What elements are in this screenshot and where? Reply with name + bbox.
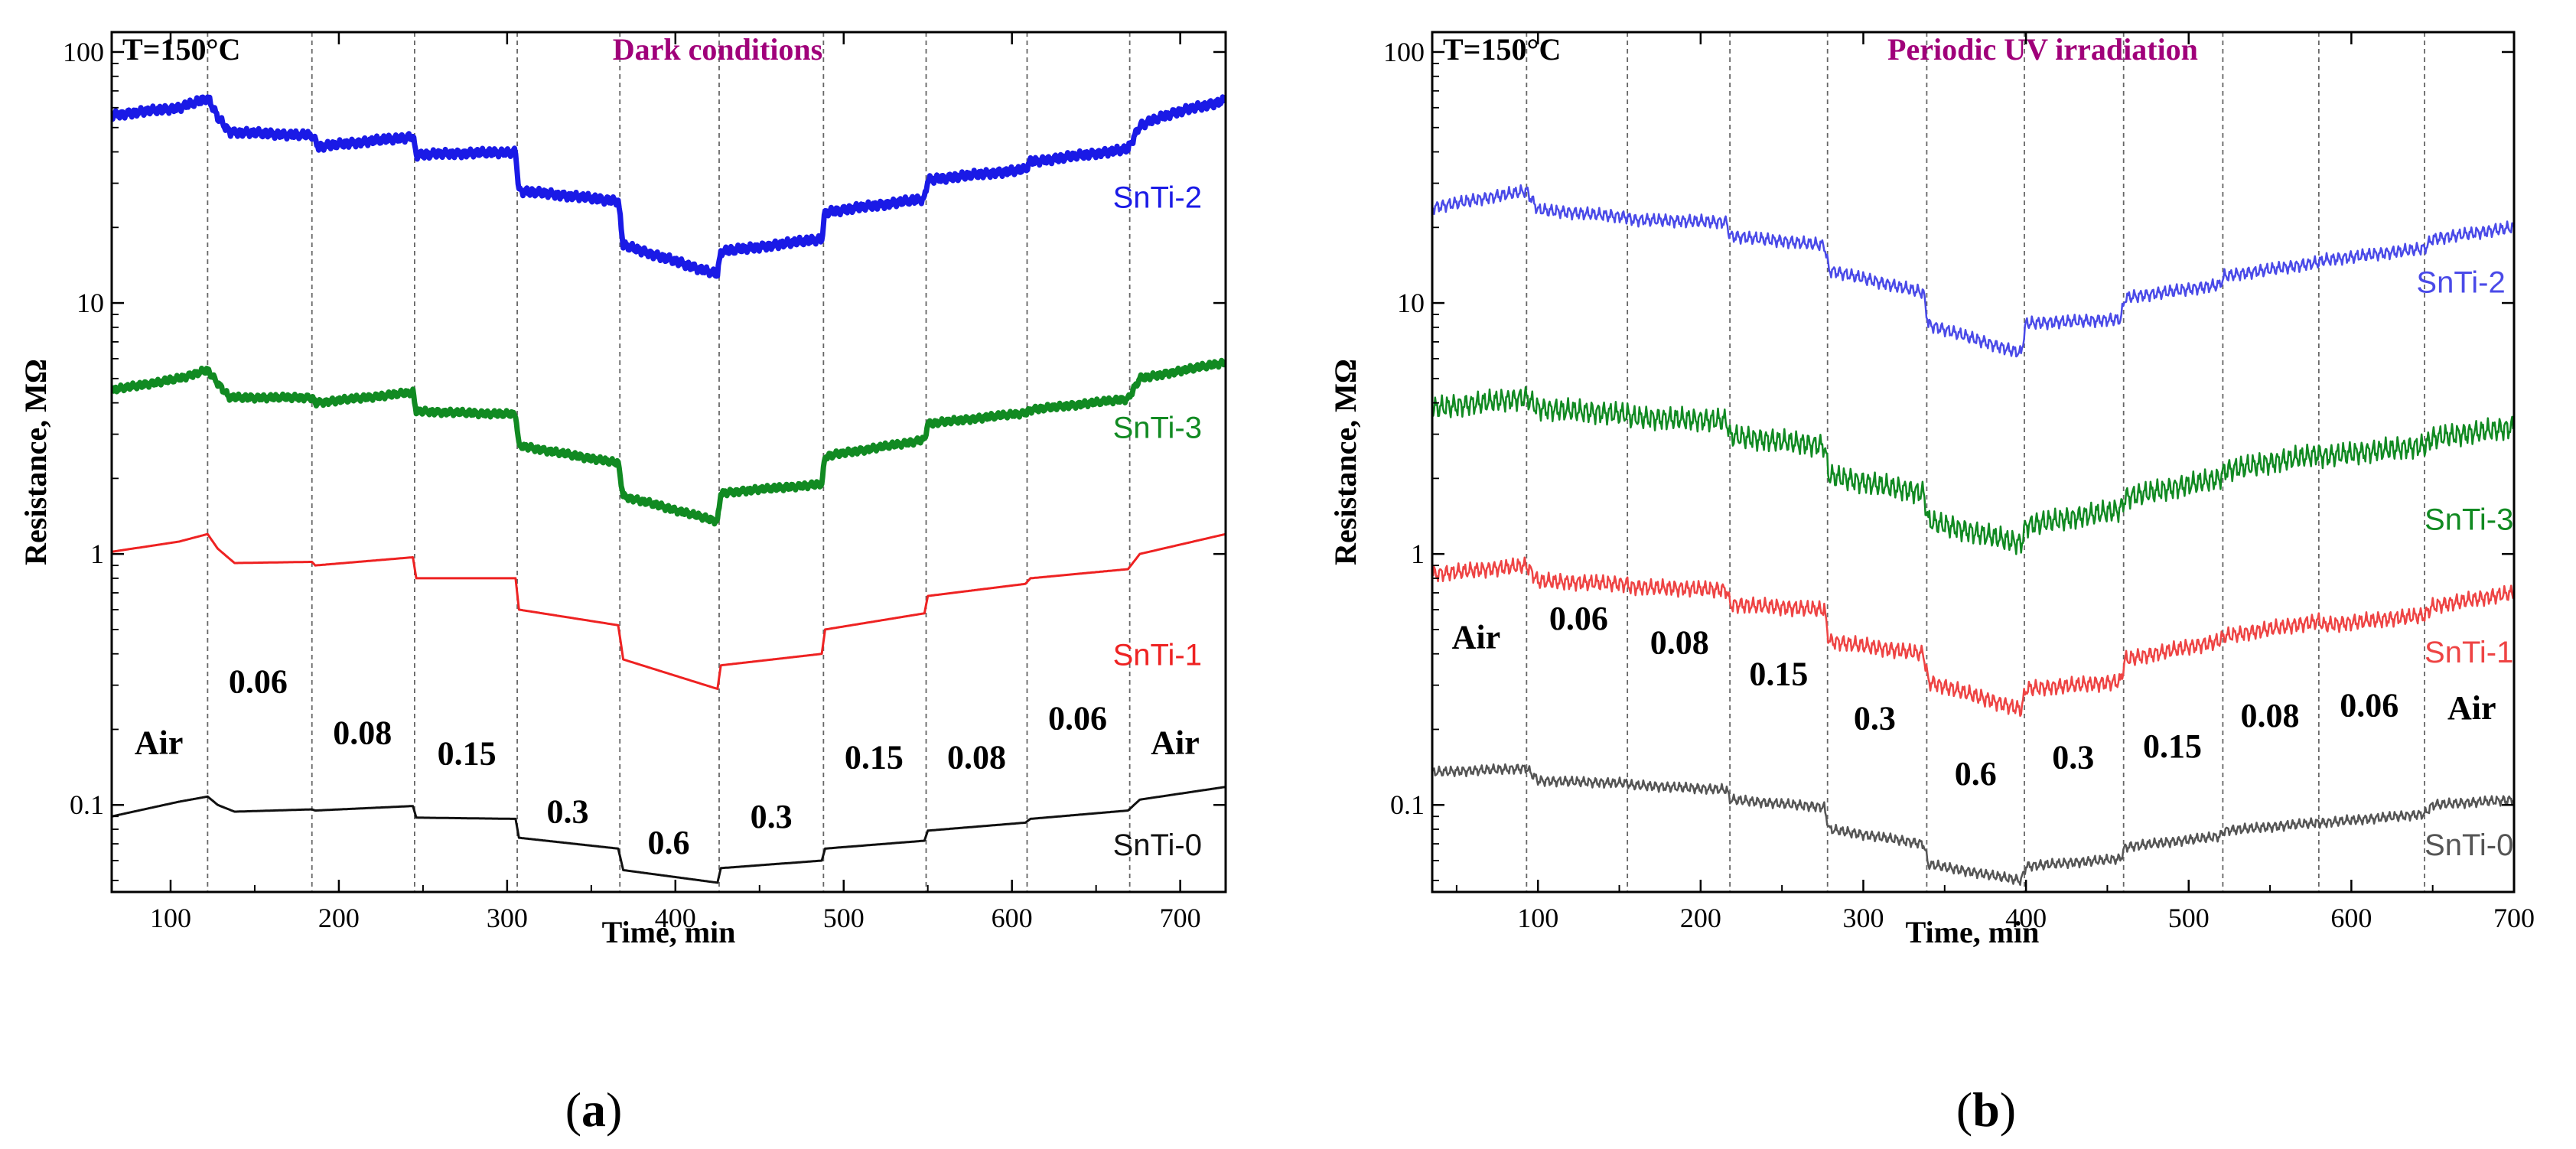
concentration-label: Air <box>2447 689 2496 727</box>
y-tick-label: 100 <box>1383 37 1425 67</box>
x-tick-label: 400 <box>655 903 696 933</box>
concentration-label: 0.08 <box>1650 624 1709 662</box>
y-tick-label: 10 <box>1397 288 1425 318</box>
x-tick-label: 600 <box>2330 903 2372 933</box>
x-tick-label: 500 <box>2168 903 2210 933</box>
concentration-label: 0.15 <box>438 734 497 772</box>
concentration-label: 0.06 <box>2340 687 2399 724</box>
concentration-label: Air <box>1452 619 1501 656</box>
series-line-snti-2 <box>1432 184 2514 358</box>
concentration-label: 0.15 <box>2143 727 2202 765</box>
series-label-snti-1: SnTi-1 <box>1113 639 1202 672</box>
x-tick-label: 200 <box>318 903 360 933</box>
concentration-label: 0.3 <box>1854 699 1896 737</box>
plot-area <box>112 32 1226 892</box>
x-tick-label: 400 <box>2005 903 2047 933</box>
x-tick-label: 500 <box>823 903 865 933</box>
condition-title: Periodic UV irradiation <box>1887 32 2198 67</box>
concentration-label: 0.08 <box>2241 697 2300 734</box>
x-tick-label: 300 <box>1842 903 1884 933</box>
series-label-snti-3: SnTi-3 <box>2425 503 2513 536</box>
concentration-label: 0.3 <box>751 798 793 835</box>
chart-panel-a: T=150°C Dark conditions Time, min Resist… <box>18 31 1227 1137</box>
y-tick-label: 1 <box>1411 539 1425 569</box>
concentration-label: Air <box>135 724 184 761</box>
series-line-snti-1 <box>1432 556 2514 718</box>
concentration-label: 0.08 <box>333 714 392 751</box>
x-tick-label: 100 <box>150 903 191 933</box>
series-line-snti-3 <box>112 357 1226 527</box>
series-label-snti-2: SnTi-2 <box>2416 265 2505 299</box>
plot-frame <box>110 31 1227 893</box>
concentration-label: Air <box>1151 724 1200 761</box>
series-line-snti-0 <box>1432 763 2514 886</box>
chart-panel-b: T=150°C Periodic UV irradiation Time, mi… <box>1328 31 2535 1137</box>
x-tick-label: 700 <box>2493 903 2535 933</box>
plot-frame <box>1431 31 2516 893</box>
y-tick-label: 1 <box>90 539 104 569</box>
series-label-snti-0: SnTi-0 <box>2425 828 2513 862</box>
series-label-snti-1: SnTi-1 <box>2425 636 2513 669</box>
series-line-snti-1 <box>112 532 1226 690</box>
series-line-snti-3 <box>1432 386 2514 555</box>
concentration-label: 0.08 <box>947 738 1006 776</box>
concentration-label: 0.15 <box>845 738 904 776</box>
panel-label-b: (b) <box>1956 1082 2016 1137</box>
series-line-snti-2 <box>112 94 1226 279</box>
x-tick-label: 300 <box>487 903 528 933</box>
concentration-label: 0.06 <box>1048 699 1107 737</box>
y-axis-title: Resistance, MΩ <box>18 359 53 565</box>
temperature-label: T=150°C <box>1443 32 1561 67</box>
concentration-label: 0.15 <box>1749 656 1808 693</box>
concentration-label: 0.3 <box>547 793 589 830</box>
x-tick-label: 700 <box>1160 903 1201 933</box>
y-tick-label: 0.1 <box>1390 789 1425 820</box>
y-tick-label: 10 <box>77 288 104 318</box>
panel-label-a: (a) <box>565 1082 623 1137</box>
x-tick-label: 200 <box>1680 903 1721 933</box>
condition-title: Dark conditions <box>613 32 823 67</box>
concentration-label: 0.6 <box>648 824 690 861</box>
y-axis-title: Resistance, MΩ <box>1328 359 1363 565</box>
concentration-label: 0.3 <box>2052 738 2094 776</box>
plot-area <box>1432 32 2514 892</box>
y-tick-label: 100 <box>63 37 104 67</box>
series-label-snti-2: SnTi-2 <box>1113 181 1202 214</box>
x-tick-label: 600 <box>992 903 1033 933</box>
x-tick-label: 100 <box>1517 903 1558 933</box>
y-tick-label: 0.1 <box>70 789 104 820</box>
concentration-label: 0.06 <box>1549 600 1608 637</box>
concentration-label: 0.06 <box>229 663 288 701</box>
concentration-label: 0.6 <box>1955 755 1997 793</box>
series-label-snti-3: SnTi-3 <box>1113 411 1202 444</box>
x-axis-title: Time, min <box>1906 915 2040 949</box>
series-label-snti-0: SnTi-0 <box>1113 828 1202 862</box>
x-axis-title: Time, min <box>602 915 736 949</box>
temperature-label: T=150°C <box>122 32 240 67</box>
series-line-snti-0 <box>112 786 1226 884</box>
